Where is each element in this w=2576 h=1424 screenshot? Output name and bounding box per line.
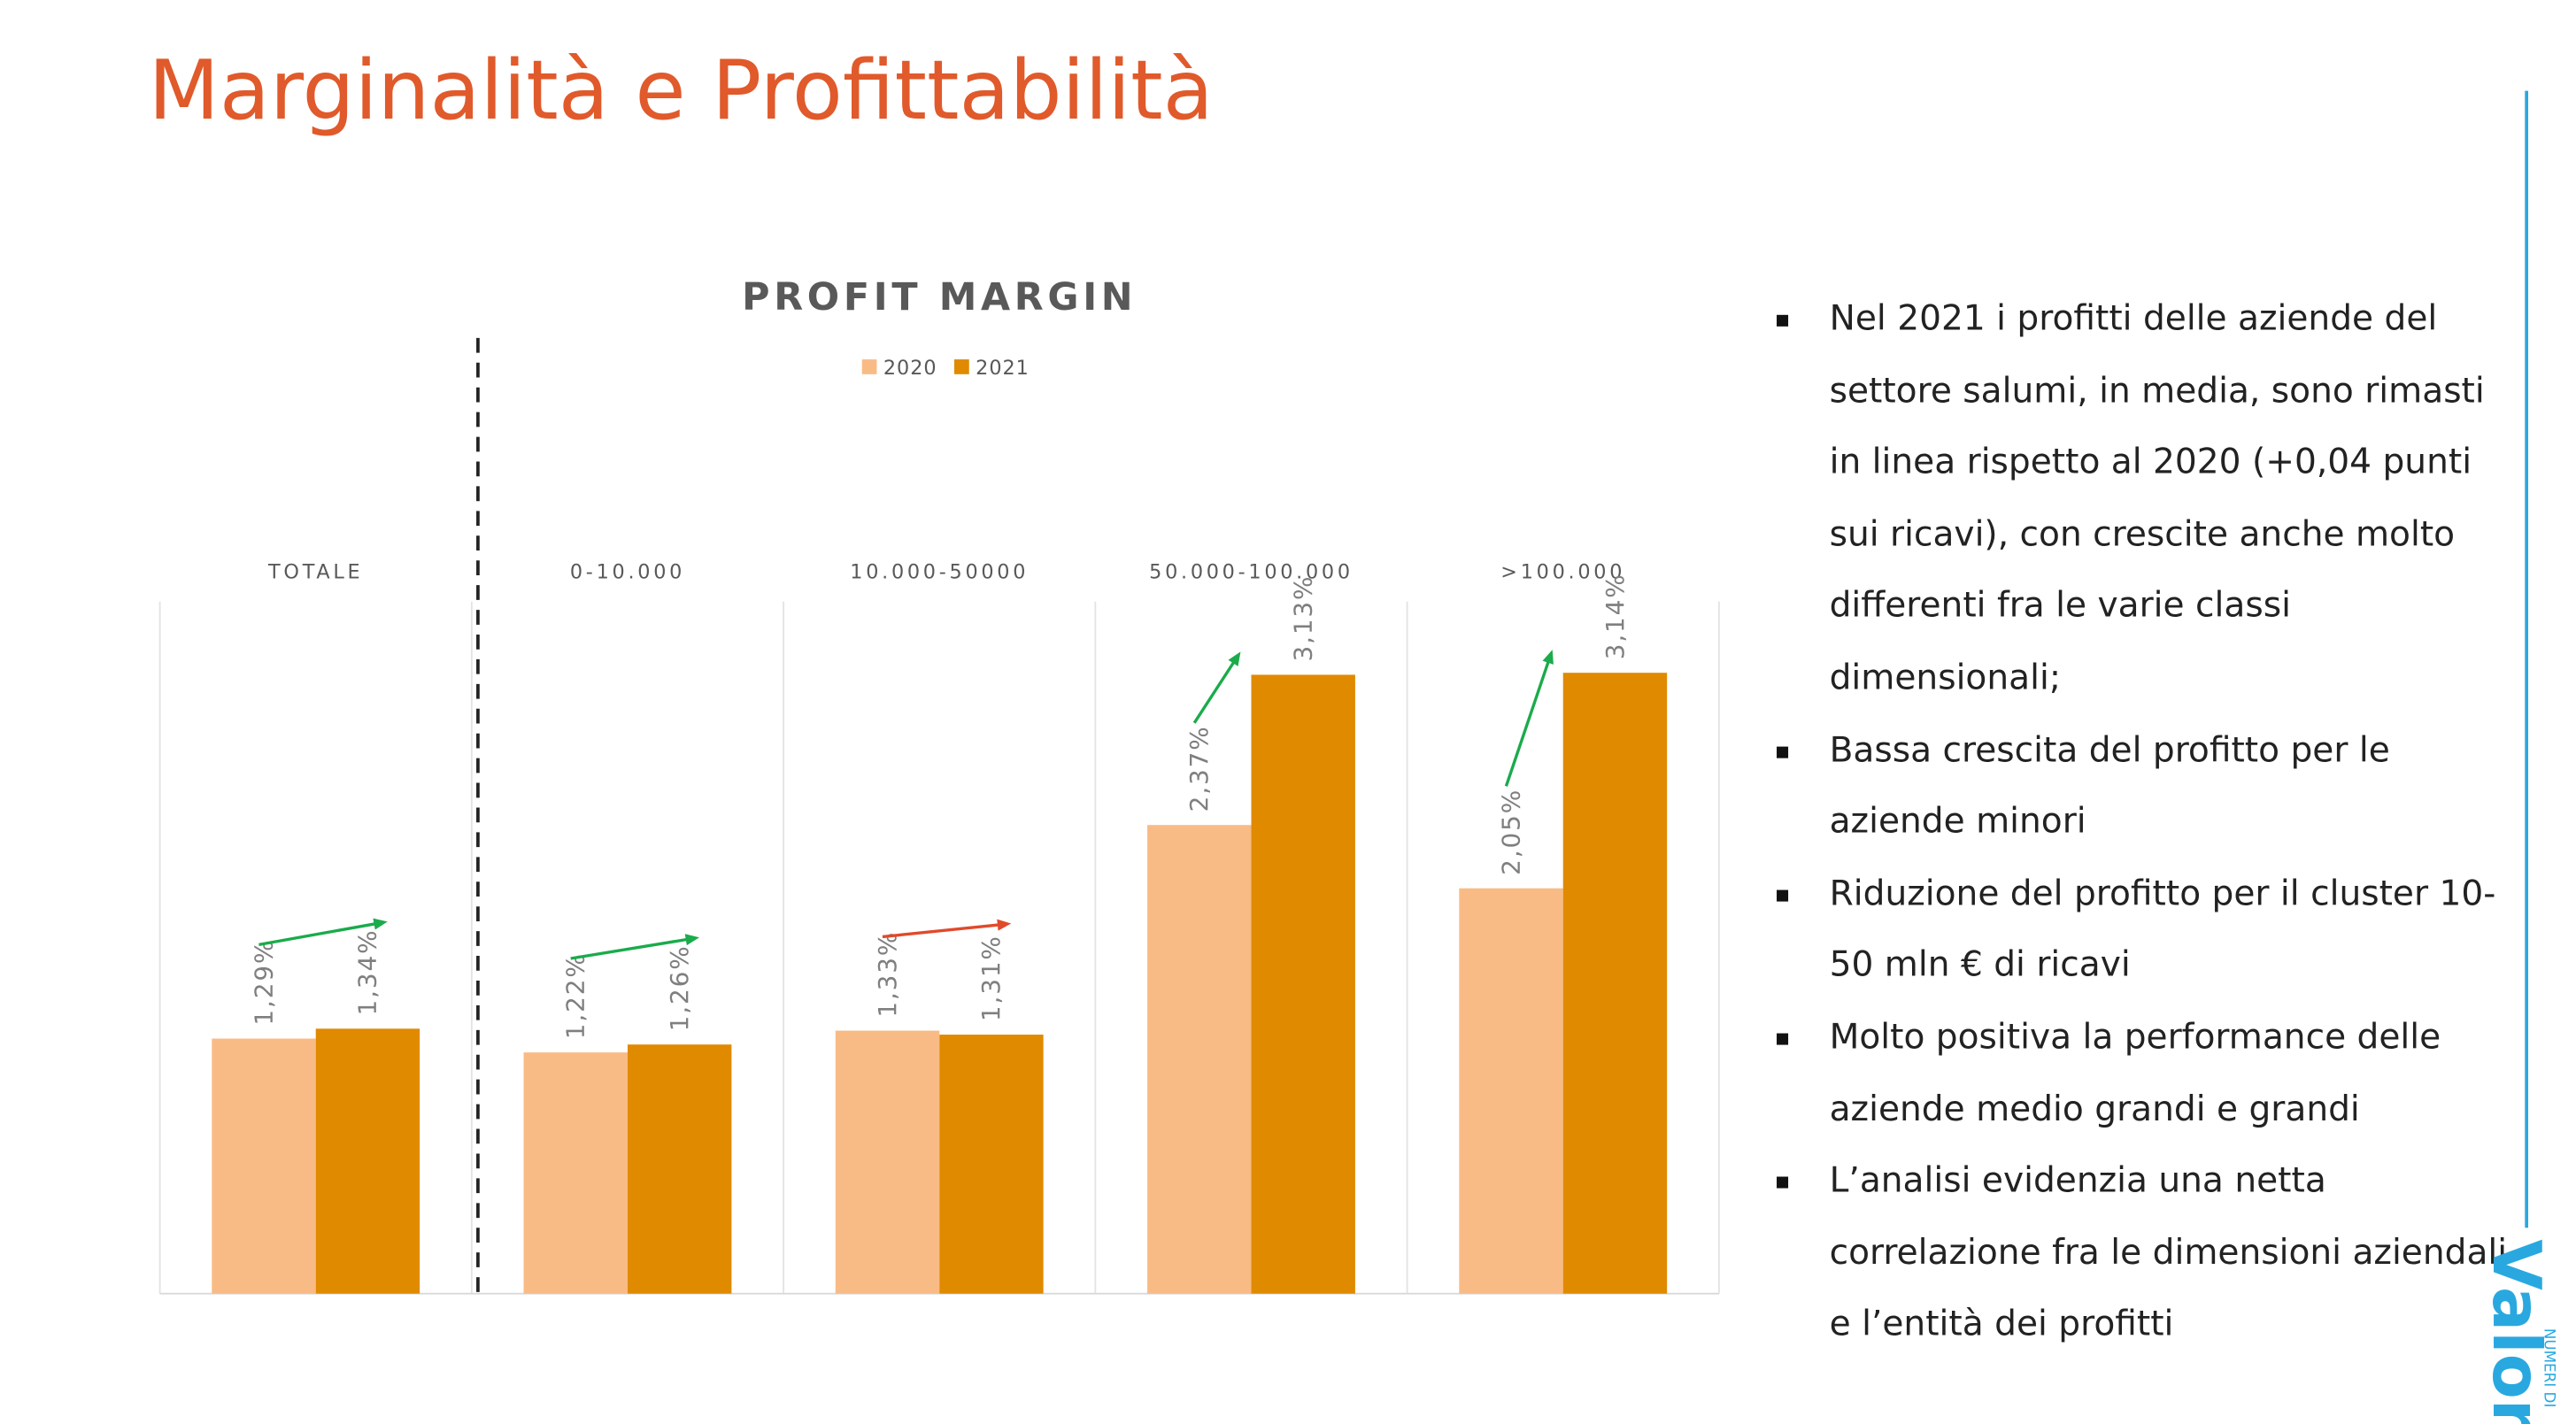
bullet: Riduzione del profitto per il cluster 10…	[1771, 858, 2513, 1002]
trend-arrow-head	[373, 918, 388, 930]
legend-label: 2020	[883, 357, 937, 380]
trend-arrow	[882, 923, 1002, 939]
trend-arrow-head	[1542, 650, 1554, 665]
bar	[212, 1038, 316, 1294]
logo-tag: NUMERI DI	[2541, 1328, 2559, 1408]
bullet-list: Nel 2021 i profitti delle aziende del se…	[1771, 283, 2513, 1360]
value-label: 1,26%	[665, 944, 694, 1031]
value-label: 1,31%	[976, 935, 1006, 1021]
bar	[1251, 674, 1355, 1294]
bullet: Bassa crescita del profitto per le azien…	[1771, 714, 2513, 858]
trend-arrow-head	[684, 934, 700, 946]
legend-swatch	[861, 359, 877, 374]
trend-arrow-head	[1228, 651, 1241, 666]
trend-arrow	[1192, 658, 1237, 724]
legend-swatch	[953, 359, 969, 374]
logo-name: Valore	[2478, 1239, 2555, 1424]
bar	[939, 1035, 1044, 1294]
bar	[835, 1030, 940, 1294]
chart-title: PROFIT MARGIN	[742, 275, 1137, 319]
value-label: 2,05%	[1496, 789, 1525, 875]
bar	[315, 1028, 420, 1294]
bullet: Molto positiva la performance delle azie…	[1771, 1002, 2513, 1145]
x-tick-label: 10.000-50000	[850, 561, 1029, 584]
value-label: 1,29%	[249, 939, 278, 1026]
legend-label: 2021	[976, 357, 1030, 380]
bullets-box: Nel 2021 i profitti delle aziende del se…	[1771, 283, 2513, 1360]
x-tick-label: >100.000	[1500, 561, 1625, 584]
trend-arrow	[258, 921, 379, 947]
value-label: 1,22%	[561, 952, 590, 1039]
bullet: L’analisi evidenzia una netta correlazio…	[1771, 1145, 2513, 1360]
bullet: Nel 2021 i profitti delle aziende del se…	[1771, 283, 2513, 714]
value-label: 1,34%	[353, 928, 382, 1015]
bar	[1459, 888, 1563, 1294]
trend-arrow	[570, 937, 690, 960]
trend-arrow-head	[997, 919, 1012, 931]
value-label: 2,37%	[1184, 725, 1214, 812]
x-tick-label: TOTALE	[267, 561, 363, 584]
bar	[523, 1052, 628, 1294]
slide-title: Marginalità e Profittabilità	[149, 42, 1214, 138]
chart: 2020 2021 TOTALE 1,29% 1,34% 0-10.000 1,22% 1,2…	[158, 357, 1720, 1295]
x-tick-label: 0-10.000	[570, 561, 685, 584]
bar	[1147, 825, 1252, 1294]
x-tick-label: 50.000-100.000	[1149, 561, 1354, 584]
bar	[1562, 673, 1668, 1294]
trend-arrow	[1504, 658, 1551, 787]
bar	[627, 1044, 732, 1294]
value-label: 1,33%	[873, 931, 902, 1018]
value-label: 3,14%	[1600, 573, 1630, 659]
value-label: 3,13%	[1288, 575, 1317, 662]
